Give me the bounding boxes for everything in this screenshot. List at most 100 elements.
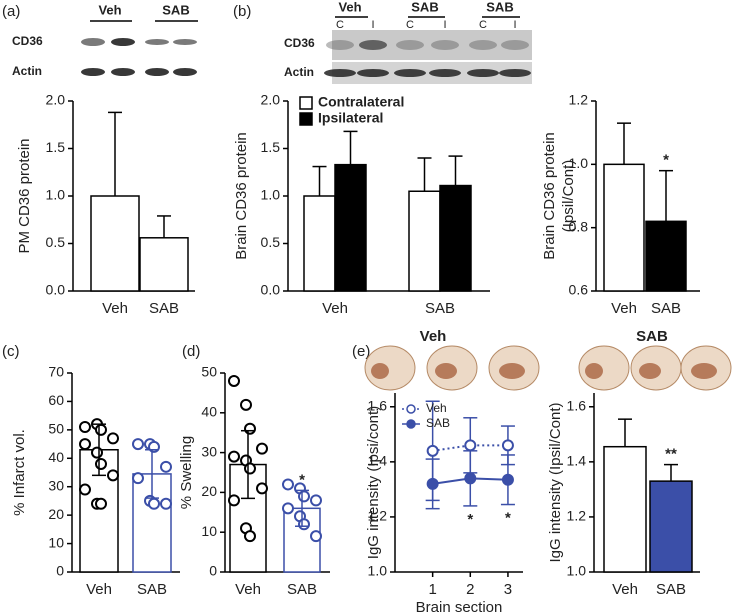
y-tick-label: 10 [201, 523, 217, 539]
data-point [132, 472, 144, 485]
y-tick-label: 0.5 [261, 234, 281, 250]
x-tick-label: SAB [425, 300, 455, 317]
panel-label: (e) [352, 343, 370, 360]
data-point [228, 494, 240, 507]
y-tick-label: 1.0 [261, 187, 281, 203]
legend-label: Ipsilateral [318, 110, 383, 126]
bar [139, 237, 189, 292]
legend-label: Contralateral [318, 94, 404, 110]
blot-row-label: Actin [284, 65, 314, 79]
annotation: * [299, 471, 305, 488]
blot-band [145, 39, 169, 45]
x-tick-label: 2 [466, 581, 474, 598]
x-axis-label: Brain section [416, 599, 503, 616]
blot-band [324, 69, 356, 77]
y-tick-label: 20 [201, 483, 217, 499]
y-tick-label: 10 [48, 534, 64, 550]
x-tick-label: SAB [137, 581, 167, 598]
bar [439, 184, 472, 292]
y-axis-label: PM CD36 protein [16, 138, 33, 253]
bar [334, 163, 367, 292]
x-tick-label: SAB [149, 300, 179, 317]
legend-swatch [299, 112, 313, 126]
blot-band [357, 69, 389, 77]
legend-swatch [299, 96, 313, 110]
annotation: * [467, 511, 473, 528]
y-tick-label: 1.2 [567, 508, 587, 524]
marker [501, 439, 514, 452]
blot-band [394, 69, 426, 77]
blot-row-label: Actin [12, 64, 42, 78]
y-tick-label: 2.0 [46, 92, 66, 108]
y-tick-label: 1.0 [46, 187, 66, 203]
legend-marker [406, 404, 416, 414]
y-tick-label: 1.0 [569, 155, 589, 171]
annotation: * [505, 509, 511, 526]
blot-band [359, 40, 387, 50]
blot-group-label: SAB [486, 0, 513, 14]
bar [645, 220, 687, 292]
data-point [310, 494, 322, 507]
blot-band [396, 40, 424, 50]
blot-group-label: Veh [338, 0, 361, 14]
y-tick-label: 50 [48, 421, 64, 437]
marker [426, 477, 439, 490]
data-point [244, 462, 256, 475]
brain-lesion [499, 363, 525, 379]
x-tick-label: SAB [656, 581, 686, 598]
blot-lane-label: I [513, 19, 516, 31]
data-point [228, 374, 240, 387]
blot-row-label: CD36 [12, 34, 43, 48]
panel-label: (d) [182, 343, 200, 360]
data-point [79, 421, 91, 434]
y-tick-label: 0.0 [261, 282, 281, 298]
marker [501, 473, 514, 486]
data-point [91, 446, 103, 459]
marker [464, 472, 477, 485]
y-tick-label: 0.6 [569, 282, 589, 298]
data-point [160, 460, 172, 473]
blot-row-label: CD36 [284, 36, 315, 50]
y-axis-label: % Infarct vol. [11, 429, 28, 516]
y-axis-label: IgG intensity (Ipsil/Cont) [547, 402, 564, 562]
brain-image [578, 345, 630, 391]
data-point [282, 502, 294, 515]
x-tick-label: Veh [611, 300, 637, 317]
data-point [244, 422, 256, 435]
data-point [240, 398, 252, 411]
y-tick-label: 2.0 [261, 92, 281, 108]
y-axis-label: Brain CD36 protein [541, 132, 558, 260]
y-tick-label: 30 [201, 443, 217, 459]
image-label: SAB [636, 328, 668, 345]
y-tick-label: 1.4 [567, 453, 587, 469]
blot-band [429, 69, 461, 77]
y-tick-label: 20 [48, 506, 64, 522]
data-point [95, 423, 107, 436]
data-point [282, 478, 294, 491]
y-tick-label: 30 [48, 477, 64, 493]
blot-band [467, 69, 499, 77]
data-point [256, 442, 268, 455]
legend-marker [406, 419, 416, 429]
x-tick-label: Veh [612, 581, 638, 598]
image-label: Veh [420, 328, 447, 345]
bar [90, 195, 140, 292]
blot-lane-label: C [479, 19, 487, 31]
blot-band [469, 40, 497, 50]
x-tick-label: 1 [428, 581, 436, 598]
blot-lane-label: C [336, 19, 344, 31]
bar [649, 480, 693, 573]
panel-label: (b) [233, 3, 251, 20]
x-tick-label: Veh [86, 581, 112, 598]
y-tick-label: 40 [48, 449, 64, 465]
blot-band [111, 38, 135, 46]
panel-label: (a) [2, 3, 20, 20]
y-tick-label: 1.6 [567, 397, 587, 413]
marker [426, 444, 439, 457]
data-point [256, 482, 268, 495]
y-tick-label: 1.2 [368, 508, 388, 524]
annotation: * [663, 152, 669, 169]
y-tick-label: 1.4 [368, 453, 388, 469]
bar [603, 445, 647, 573]
